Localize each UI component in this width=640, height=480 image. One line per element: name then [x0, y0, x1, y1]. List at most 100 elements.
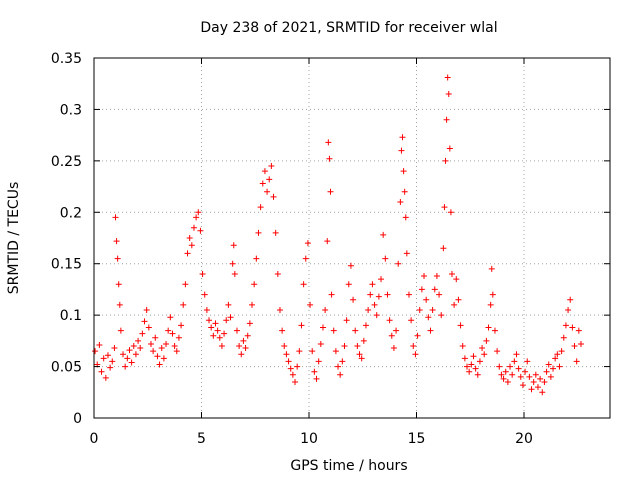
data-point: [115, 281, 122, 288]
data-point: [375, 293, 382, 300]
data-point: [249, 301, 256, 308]
data-point: [102, 374, 109, 381]
data-point: [414, 332, 421, 339]
data-point: [441, 204, 448, 211]
data-point: [302, 255, 309, 262]
data-point: [412, 351, 419, 358]
data-point: [502, 368, 509, 375]
data-point: [156, 361, 163, 368]
data-point: [573, 358, 580, 365]
data-point: [212, 320, 219, 327]
data-point: [147, 340, 154, 347]
data-point: [287, 365, 294, 372]
data-point: [350, 296, 357, 303]
data-point: [279, 327, 286, 334]
data-point: [438, 312, 445, 319]
data-point: [150, 348, 157, 355]
data-point: [431, 286, 438, 293]
data-point: [339, 358, 346, 365]
data-point: [175, 334, 182, 341]
data-point: [532, 371, 539, 378]
data-point: [416, 307, 423, 313]
data-point: [356, 351, 363, 358]
data-point: [552, 355, 559, 362]
data-point: [504, 379, 511, 385]
data-point: [238, 351, 245, 358]
data-point: [120, 351, 127, 358]
x-tick-label: 5: [197, 431, 206, 447]
data-point: [448, 271, 455, 277]
data-point: [233, 327, 240, 334]
data-point: [130, 343, 137, 349]
data-point: [442, 157, 449, 164]
data-point: [229, 260, 236, 267]
data-point: [216, 334, 223, 341]
data-point: [283, 351, 290, 358]
data-point: [483, 337, 490, 344]
y-tick-label: 0: [73, 411, 82, 427]
data-point: [352, 327, 359, 334]
y-tick-label: 0.3: [60, 102, 82, 118]
data-point: [335, 363, 342, 370]
data-point: [373, 312, 380, 319]
data-point: [395, 260, 402, 267]
data-point: [270, 193, 277, 200]
data-point: [197, 227, 204, 234]
data-point: [343, 317, 350, 324]
data-point: [500, 375, 507, 382]
data-point: [511, 358, 518, 365]
x-tick-label: 10: [300, 431, 318, 447]
data-point: [577, 340, 584, 347]
x-axis-label: GPS time / hours: [290, 458, 407, 474]
data-point: [393, 327, 400, 334]
data-point: [362, 322, 369, 329]
data-point: [111, 345, 118, 352]
data-point: [292, 379, 299, 385]
data-point: [397, 199, 404, 205]
data-point: [266, 176, 273, 183]
data-point: [143, 307, 150, 313]
data-point: [281, 343, 288, 349]
data-point: [558, 348, 565, 355]
data-point: [545, 361, 552, 368]
data-point: [337, 371, 344, 378]
data-point: [443, 116, 450, 123]
data-point: [171, 343, 178, 349]
data-point: [494, 348, 501, 355]
data-point: [327, 188, 334, 195]
data-point: [242, 345, 249, 352]
data-point: [550, 365, 557, 372]
data-point: [113, 238, 120, 245]
data-point: [440, 245, 447, 252]
data-point: [543, 368, 550, 375]
data-point: [354, 343, 361, 349]
data-point: [154, 353, 161, 360]
data-point: [167, 314, 174, 321]
data-point: [92, 348, 99, 355]
data-point: [128, 359, 135, 366]
data-point: [445, 91, 452, 97]
data-point: [328, 291, 335, 298]
data-point: [96, 341, 103, 348]
data-point: [386, 317, 393, 324]
data-point: [112, 214, 119, 221]
data-point: [255, 229, 262, 236]
y-tick-label: 0.15: [51, 257, 82, 273]
data-point: [330, 327, 337, 334]
data-point: [206, 317, 213, 324]
data-point: [403, 250, 410, 257]
data-point: [571, 343, 578, 349]
data-point: [257, 204, 264, 211]
x-tick-label: 20: [515, 431, 533, 447]
plot-frame: [93, 57, 611, 419]
data-point: [122, 363, 129, 370]
data-point: [489, 291, 496, 298]
chart-title: Day 238 of 2021, SRMTID for receiver wla…: [200, 20, 497, 36]
y-tick-label: 0.25: [51, 154, 82, 170]
data-point: [296, 348, 303, 355]
data-point: [223, 317, 230, 324]
data-point: [345, 281, 352, 288]
data-point: [457, 322, 464, 329]
data-point: [554, 351, 561, 358]
data-point: [116, 301, 123, 308]
